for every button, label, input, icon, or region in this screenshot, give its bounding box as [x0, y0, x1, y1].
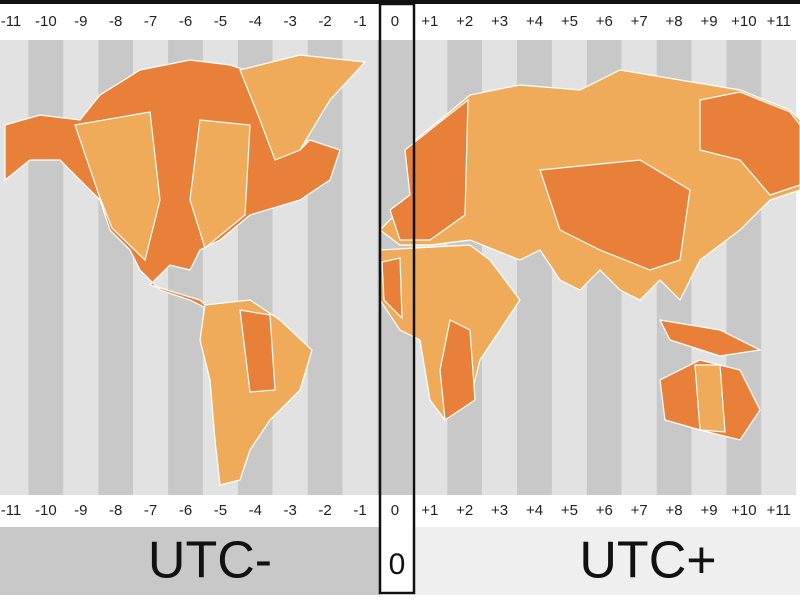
north-america-zone — [189, 119, 251, 250]
top-zone-label: -2 — [318, 13, 331, 30]
bottom-zone-label: -11 — [1, 502, 22, 519]
left-caption-band — [0, 527, 380, 595]
bottom-zone-label: +3 — [491, 502, 508, 519]
top-label-band — [0, 4, 800, 40]
bottom-zone-label: +10 — [731, 502, 756, 519]
bottom-zone-label: -8 — [109, 502, 122, 519]
top-zone-label: +11 — [767, 13, 791, 30]
caption-center: 0 — [389, 548, 406, 581]
bottom-zone-label: -7 — [144, 502, 157, 519]
indonesia — [658, 319, 762, 357]
continents — [4, 54, 800, 486]
zone-labels: -11 -10 -9 -8 -7 -6 -5 -4 -3 -2 -1 0 +1 +2 +3 +4 +5 +6 +7 +… — [1, 13, 791, 519]
top-zone-label: -11 — [1, 13, 22, 30]
top-zone-label: +7 — [631, 13, 648, 30]
bottom-zone-label: -5 — [214, 502, 227, 519]
africa-zone — [439, 319, 476, 422]
zone-strip — [28, 40, 64, 495]
top-zone-label: +8 — [666, 13, 683, 30]
top-zone-label: -8 — [109, 13, 122, 30]
top-zone-label: +5 — [561, 13, 578, 30]
bottom-zone-label: +9 — [700, 502, 717, 519]
top-zone-label: -4 — [249, 13, 262, 30]
right-caption-band — [414, 527, 800, 595]
top-zone-label: +1 — [421, 13, 438, 30]
zone-strip — [342, 40, 378, 495]
bottom-zone-label: -2 — [318, 502, 331, 519]
south-america-zone — [239, 309, 276, 393]
bottom-zone-label: -1 — [353, 502, 366, 519]
top-zone-label: +4 — [526, 13, 543, 30]
bottom-label-band — [0, 495, 800, 527]
bottom-zone-label: +4 — [526, 502, 543, 519]
bottom-zone-label: +5 — [561, 502, 578, 519]
top-zone-label: +3 — [491, 13, 508, 30]
top-zone-label: +10 — [731, 13, 756, 30]
bottom-zone-label: +2 — [456, 502, 473, 519]
utc-zero-box — [378, 2, 416, 595]
bottom-zone-label: -3 — [284, 502, 297, 519]
top-zone-label: -10 — [35, 13, 57, 30]
bottom-zone-label: -10 — [35, 502, 57, 519]
bottom-zone-label: +6 — [596, 502, 613, 519]
caption-right: UTC+ — [579, 532, 716, 590]
top-zone-label: -7 — [144, 13, 157, 30]
bottom-zone-label: +8 — [666, 502, 683, 519]
australia-zone — [694, 364, 726, 433]
bottom-zone-label: -9 — [74, 502, 87, 519]
top-zone-label: -6 — [179, 13, 192, 30]
africa-zone — [381, 257, 403, 320]
south-america — [199, 299, 313, 486]
caption-left: UTC- — [148, 532, 272, 590]
top-zone-label: -1 — [353, 13, 366, 30]
bottom-zone-label: +11 — [767, 502, 791, 519]
top-zone-label: 0 — [391, 13, 399, 30]
europe-zone — [389, 98, 469, 241]
top-zone-label: +6 — [596, 13, 613, 30]
top-zone-label: -5 — [214, 13, 227, 30]
top-bar — [0, 0, 800, 4]
bottom-zone-label: +7 — [631, 502, 648, 519]
asia-zone — [539, 159, 691, 271]
bottom-zone-label: 0 — [391, 502, 399, 519]
bottom-zone-label: +1 — [421, 502, 438, 519]
top-zone-label: -9 — [74, 13, 87, 30]
north-america-zone — [74, 111, 161, 262]
bottom-zone-label: -6 — [179, 502, 192, 519]
top-zone-label: +9 — [700, 13, 717, 30]
bottom-zone-label: -4 — [249, 502, 262, 519]
greenland — [239, 54, 367, 161]
asia-zone — [699, 91, 800, 196]
zone-strip — [0, 40, 29, 495]
top-zone-label: +2 — [456, 13, 473, 30]
top-zone-label: -3 — [284, 13, 297, 30]
